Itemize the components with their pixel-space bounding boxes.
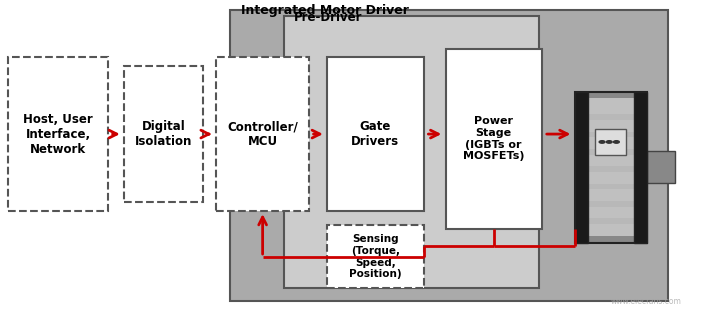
FancyBboxPatch shape <box>595 129 626 154</box>
Text: 电子发烧友
www.elecfans.com: 电子发烧友 www.elecfans.com <box>611 286 682 306</box>
FancyBboxPatch shape <box>574 92 646 243</box>
FancyBboxPatch shape <box>587 131 633 137</box>
FancyBboxPatch shape <box>587 149 633 154</box>
Text: Host, User
Interface,
Network: Host, User Interface, Network <box>23 113 93 156</box>
FancyBboxPatch shape <box>587 98 633 236</box>
FancyBboxPatch shape <box>633 92 646 243</box>
Circle shape <box>606 141 612 143</box>
FancyBboxPatch shape <box>230 10 668 301</box>
Text: Gate
Drivers: Gate Drivers <box>351 120 399 148</box>
Text: Power
Stage
(IGBTs or
MOSFETs): Power Stage (IGBTs or MOSFETs) <box>463 116 524 161</box>
FancyBboxPatch shape <box>327 226 424 288</box>
Text: Digital
Isolation: Digital Isolation <box>135 120 192 148</box>
FancyBboxPatch shape <box>8 57 109 211</box>
Text: Integrated Motor Driver: Integrated Motor Driver <box>241 4 409 17</box>
Text: Pre-Driver: Pre-Driver <box>293 11 362 24</box>
FancyBboxPatch shape <box>327 57 424 211</box>
Circle shape <box>613 141 619 143</box>
FancyBboxPatch shape <box>587 201 633 206</box>
Text: Controller/
MCU: Controller/ MCU <box>227 120 298 148</box>
FancyBboxPatch shape <box>446 49 543 228</box>
FancyBboxPatch shape <box>646 152 675 183</box>
FancyBboxPatch shape <box>574 92 587 243</box>
FancyBboxPatch shape <box>587 114 633 120</box>
FancyBboxPatch shape <box>587 166 633 172</box>
FancyBboxPatch shape <box>587 183 633 189</box>
FancyBboxPatch shape <box>587 218 633 224</box>
FancyBboxPatch shape <box>284 16 539 288</box>
Text: Sensing
(Torque,
Speed,
Position): Sensing (Torque, Speed, Position) <box>349 234 402 279</box>
FancyBboxPatch shape <box>124 66 203 202</box>
FancyBboxPatch shape <box>216 57 309 211</box>
Circle shape <box>599 141 605 143</box>
